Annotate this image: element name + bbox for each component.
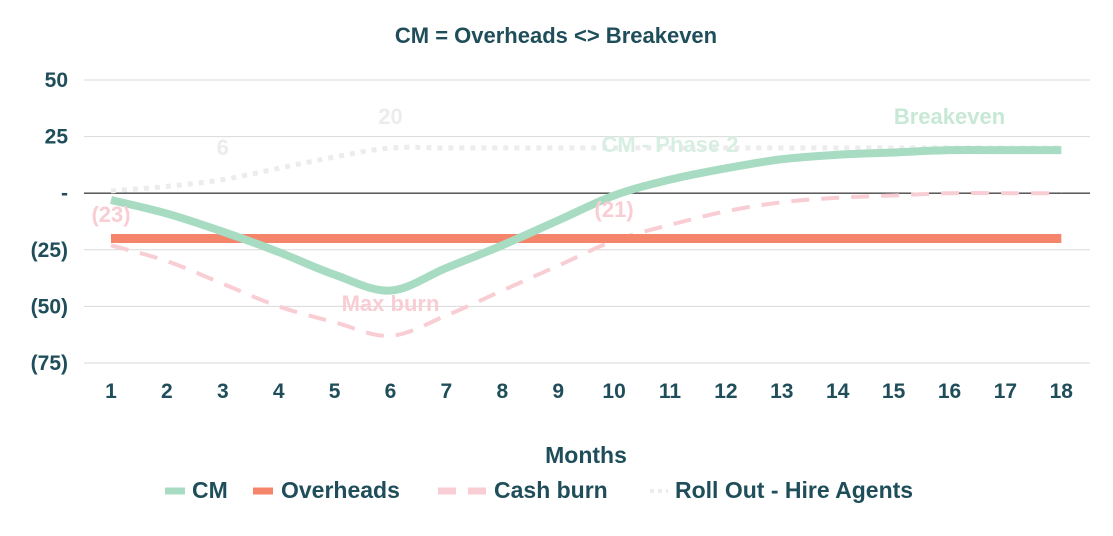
x-tick-label: 11 xyxy=(659,380,682,403)
x-tick-label: 17 xyxy=(994,380,1017,403)
x-tick-label: 7 xyxy=(441,380,453,403)
chart-title: CM = Overheads <> Breakeven xyxy=(395,23,717,48)
y-axis-ticks: 50 25 - (25) (50) (75) xyxy=(31,69,69,375)
y-tick-label: (75) xyxy=(31,352,68,375)
annotation-6: 6 xyxy=(217,135,229,160)
series-line-cash-burn xyxy=(110,191,1062,338)
legend-label-overheads: Overheads xyxy=(281,477,400,503)
x-axis-ticks: 1 2 3 4 5 6 7 8 9 10 11 12 13 14 15 16 17 18 xyxy=(105,380,1073,403)
series-line-cm xyxy=(110,146,1062,295)
x-axis-title: Months xyxy=(545,442,627,468)
legend: CM Overheads Cash burn Roll Out - Hire Agen… xyxy=(165,477,913,503)
annotation-max-burn: Max burn xyxy=(342,291,440,316)
x-tick-label: 4 xyxy=(273,380,285,403)
y-tick-label: 25 xyxy=(45,126,69,149)
gridlines xyxy=(84,79,1090,364)
x-tick-label: 15 xyxy=(882,380,906,403)
annotation-cm-phase-2: CM - Phase 2 xyxy=(602,132,739,157)
y-tick-label: - xyxy=(61,182,68,205)
series-lines xyxy=(110,144,1062,338)
x-tick-label: 10 xyxy=(602,380,625,403)
y-tick-label: (50) xyxy=(31,295,68,318)
annotation-20: 20 xyxy=(378,104,402,129)
legend-label-cash-burn: Cash burn xyxy=(494,477,608,503)
x-tick-label: 18 xyxy=(1050,380,1074,403)
annotation-breakeven: Breakeven xyxy=(894,104,1005,129)
x-tick-label: 5 xyxy=(329,380,341,403)
annotation-23: (23) xyxy=(91,202,130,227)
x-tick-label: 1 xyxy=(105,380,117,403)
x-tick-label: 13 xyxy=(770,380,793,403)
x-tick-label: 12 xyxy=(714,380,737,403)
x-tick-label: 8 xyxy=(496,380,508,403)
legend-label-cm: CM xyxy=(192,477,228,503)
y-tick-label: 50 xyxy=(45,69,68,92)
x-tick-label: 14 xyxy=(826,380,850,403)
y-tick-label: (25) xyxy=(31,239,68,262)
annotation-21: (21) xyxy=(595,197,634,222)
x-tick-label: 3 xyxy=(217,380,229,403)
x-tick-label: 9 xyxy=(552,380,564,403)
x-tick-label: 6 xyxy=(385,380,397,403)
legend-label-roll-out-hire-agents: Roll Out - Hire Agents xyxy=(675,477,913,503)
annotations: (23) Max burn (21) 6 20 CM - Phase 2 Breakeven xyxy=(91,104,1005,316)
x-tick-label: 16 xyxy=(938,380,961,403)
x-tick-label: 2 xyxy=(161,380,173,403)
